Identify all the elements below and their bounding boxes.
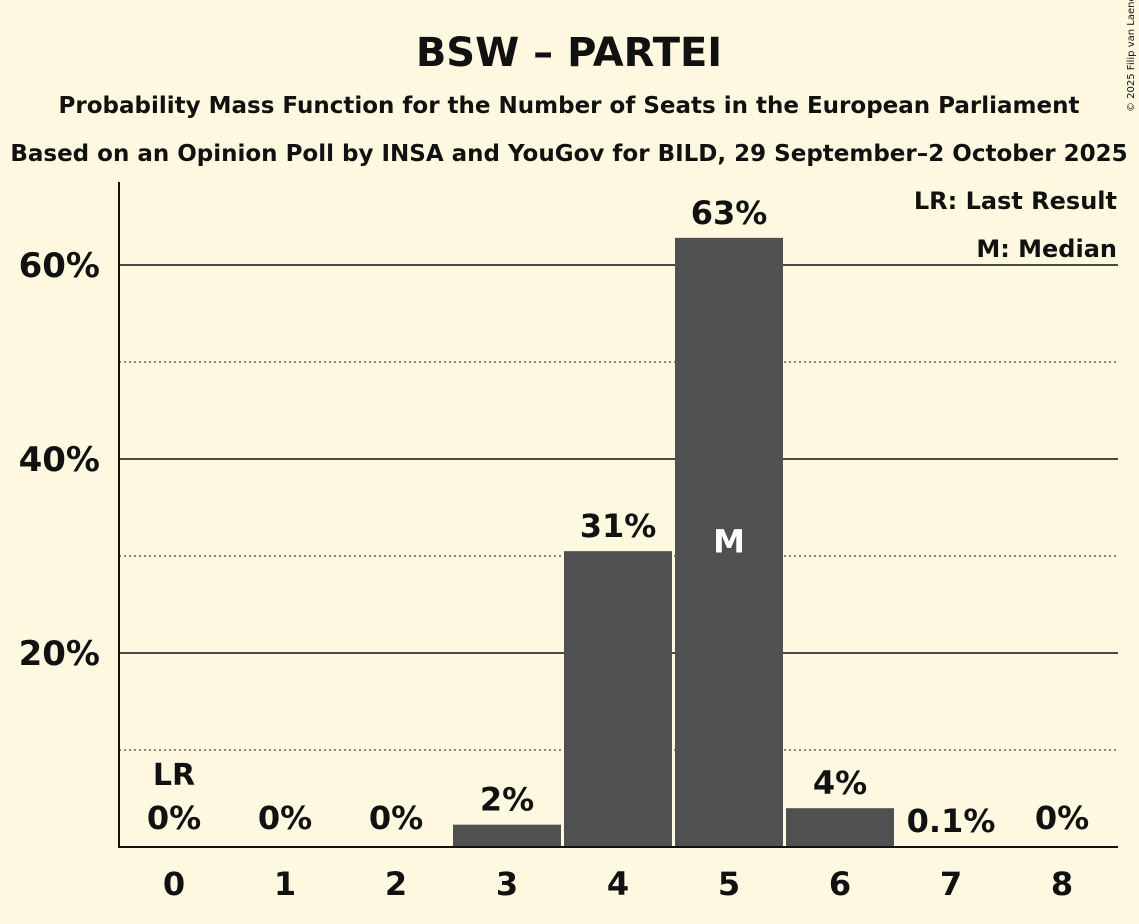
x-tick-label: 8 — [1051, 865, 1073, 903]
x-tick-label: 5 — [718, 865, 740, 903]
data-label: 2% — [480, 781, 534, 819]
bar-5 — [675, 237, 783, 848]
last-result-marker: LR — [153, 758, 195, 793]
legend-median: M: Median — [976, 235, 1117, 263]
data-label: 63% — [691, 194, 768, 232]
bar-3 — [453, 824, 561, 847]
x-tick-label: 2 — [385, 865, 407, 903]
median-marker: M — [713, 522, 745, 560]
x-tick-label: 6 — [829, 865, 851, 903]
x-tick-label: 3 — [496, 865, 518, 903]
data-label: 0% — [1035, 799, 1089, 837]
bar-4 — [564, 551, 672, 847]
copyright: © 2025 Filip van Laenen — [1126, 0, 1137, 112]
bar-6 — [786, 808, 894, 847]
data-label: 0% — [258, 799, 312, 837]
chart-subtitle-2: Based on an Opinion Poll by INSA and You… — [10, 141, 1127, 167]
data-label: 4% — [813, 764, 867, 802]
y-tick-label: 20% — [19, 634, 100, 674]
y-tick-label: 40% — [19, 440, 100, 480]
x-tick-label: 4 — [607, 865, 629, 903]
data-label: 0.1% — [907, 802, 996, 840]
chart-title: BSW – PARTEI — [416, 30, 722, 76]
y-tick-label: 60% — [19, 246, 100, 286]
data-label: 0% — [369, 799, 423, 837]
data-label: 0% — [147, 799, 201, 837]
chart-subtitle: Probability Mass Function for the Number… — [59, 93, 1080, 119]
legend-last-result: LR: Last Result — [914, 187, 1117, 215]
x-tick-label: 7 — [940, 865, 962, 903]
data-label: 31% — [580, 507, 657, 545]
x-tick-label: 0 — [163, 865, 185, 903]
x-tick-label: 1 — [274, 865, 296, 903]
